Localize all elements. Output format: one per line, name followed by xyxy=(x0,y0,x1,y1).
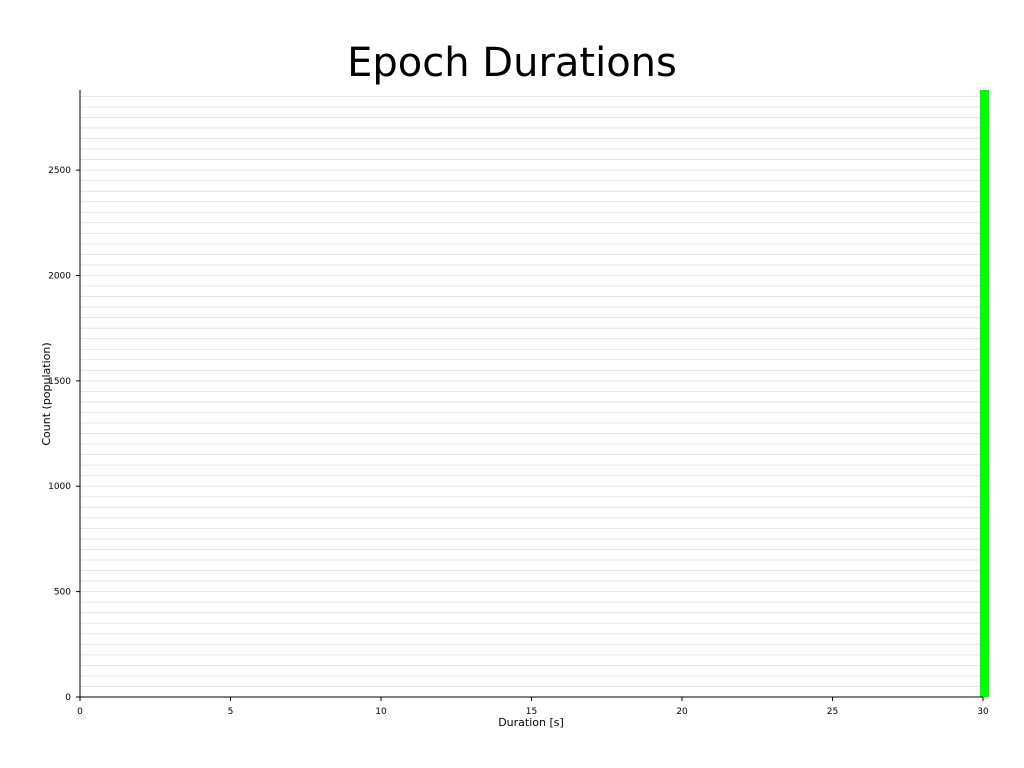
x-tick-label: 30 xyxy=(977,707,989,717)
bar-0 xyxy=(979,90,990,697)
axes xyxy=(76,90,984,701)
y-tick-label: 1500 xyxy=(48,377,71,387)
grid-lines xyxy=(80,95,983,687)
y-tick-label: 2000 xyxy=(48,271,71,281)
tick-labels: 0 5 10 15 20 25 30 0 500 1000 1500 2000 2500 xyxy=(48,166,989,717)
y-tick-label: 1000 xyxy=(48,482,71,492)
x-tick-label: 5 xyxy=(228,707,234,717)
x-tick-label: 25 xyxy=(827,707,838,717)
x-tick-label: 10 xyxy=(375,707,387,717)
y-tick-label: 2500 xyxy=(48,166,71,176)
x-tick-label: 20 xyxy=(676,707,688,717)
x-tick-label: 15 xyxy=(526,707,537,717)
bars xyxy=(979,90,990,697)
x-axis-label: Duration [s] xyxy=(498,716,564,729)
y-tick-label: 0 xyxy=(65,693,71,703)
chart-title: Epoch Durations xyxy=(347,40,677,86)
y-tick-label: 500 xyxy=(54,588,71,598)
x-tick-label: 0 xyxy=(77,707,83,717)
y-axis-label: Count (population) xyxy=(40,342,53,445)
